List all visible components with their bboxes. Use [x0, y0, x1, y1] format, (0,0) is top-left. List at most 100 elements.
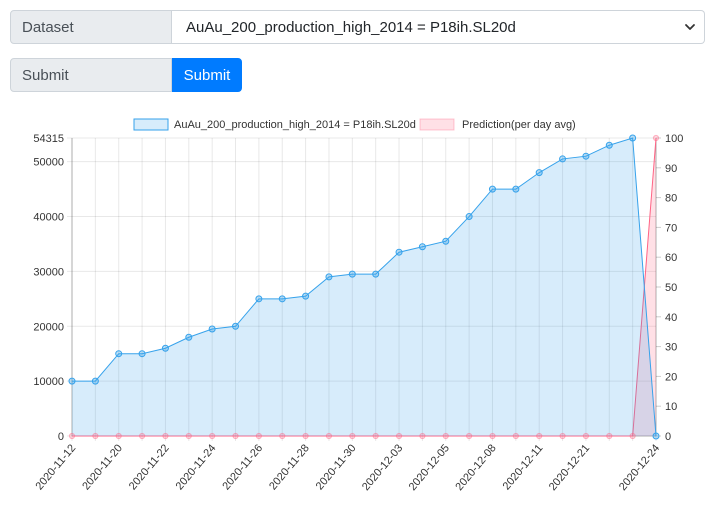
dataset-point — [372, 270, 380, 278]
left-axis-tick-label: 10000 — [33, 376, 64, 388]
dataset-point — [161, 344, 169, 352]
prediction-point — [582, 432, 590, 440]
prediction-point — [419, 432, 426, 440]
left-axis-tick-label: 50000 — [33, 157, 64, 169]
legend-label-series-1: AuAu_200_production_high_2014 = P18ih.SL… — [174, 119, 416, 131]
submit-row: Submit Submit — [10, 58, 242, 92]
right-axis-tick-label: 60 — [665, 252, 677, 264]
submit-button[interactable]: Submit — [172, 58, 242, 92]
dataset-point — [488, 185, 496, 193]
dataset-point — [395, 248, 403, 256]
x-axis-tick-label: 2020-11-12 — [33, 442, 78, 492]
legend-swatch-series-1 — [133, 118, 169, 131]
dataset-label: Dataset — [10, 10, 172, 44]
dataset-row: Dataset AuAu_200_production_high_2014 = … — [10, 10, 705, 44]
dataset-point — [465, 213, 473, 221]
x-axis-tick-label: 2020-11-26 — [220, 442, 265, 492]
prediction-point — [559, 432, 566, 440]
dataset-point — [652, 432, 660, 440]
prediction-point — [68, 432, 76, 440]
left-axis-tick-label: 30000 — [33, 266, 64, 278]
dataset-point — [68, 377, 76, 385]
dataset-point — [348, 270, 356, 278]
dataset-point — [325, 273, 333, 281]
dataset-point — [535, 169, 543, 177]
right-axis-tick-label: 90 — [665, 163, 677, 175]
x-axis-tick-label: 2020-11-20 — [80, 442, 125, 492]
prediction-point — [162, 432, 169, 440]
right-axis-tick-label: 100 — [665, 133, 683, 145]
prediction-point — [395, 432, 403, 440]
right-axis-tick-label: 80 — [665, 193, 677, 205]
prediction-point — [92, 432, 99, 440]
prediction-point — [606, 432, 613, 440]
prediction-point — [209, 432, 216, 440]
chart-legend: AuAu_200_production_high_2014 = P18ih.SL… — [133, 118, 576, 131]
legend-label-series-2: Prediction(per day avg) — [462, 119, 576, 131]
prediction-point — [185, 432, 192, 440]
right-axis-tick-label: 30 — [665, 342, 677, 354]
x-axis-tick-label: 2020-12-05 — [407, 442, 452, 493]
dataset-point — [629, 134, 637, 142]
dataset-point — [512, 185, 520, 193]
x-axis-tick-label: 2020-12-24 — [617, 442, 662, 493]
right-axis-tick-label: 40 — [665, 312, 677, 324]
dataset-point — [115, 350, 123, 358]
dataset-point — [582, 152, 590, 160]
chevron-down-icon — [685, 24, 695, 30]
prediction-point — [138, 432, 146, 440]
dataset-point — [185, 333, 193, 341]
prediction-point — [232, 432, 239, 440]
left-axis-tick-label: 0 — [58, 431, 64, 443]
prediction-point — [512, 432, 519, 440]
prediction-point — [115, 432, 122, 440]
dataset-point — [232, 322, 240, 330]
dataset-point — [138, 350, 146, 358]
x-axis-tick-label: 2020-12-08 — [453, 442, 498, 493]
prediction-point — [255, 432, 262, 440]
dataset-point — [418, 243, 426, 251]
x-axis-tick-label: 2020-12-21 — [547, 442, 592, 493]
dataset-point — [559, 155, 567, 163]
x-axis-tick-label: 2020-12-11 — [501, 442, 546, 492]
prediction-series-line — [72, 137, 657, 437]
dataset-select-value: AuAu_200_production_high_2014 = P18ih.SL… — [186, 18, 516, 36]
prediction-point — [279, 432, 286, 440]
dataset-point — [605, 141, 613, 149]
prediction-point — [325, 432, 333, 440]
dataset-point — [208, 325, 216, 333]
x-axis-tick-label: 2020-12-03 — [360, 442, 405, 493]
dataset-select[interactable]: AuAu_200_production_high_2014 = P18ih.SL… — [172, 10, 705, 44]
submit-label: Submit — [10, 58, 172, 92]
legend-swatch-series-2 — [419, 118, 455, 131]
prediction-point — [442, 432, 449, 440]
right-axis-tick-label: 0 — [665, 431, 671, 443]
x-axis-tick-label: 2020-11-24 — [174, 442, 219, 492]
right-axis-tick-label: 70 — [665, 222, 677, 234]
dataset-series-line — [72, 137, 657, 437]
dataset-chart: AuAu_200_production_high_2014 = P18ih.SL… — [33, 118, 683, 493]
prediction-point — [489, 432, 496, 440]
dataset-point — [442, 237, 450, 245]
prediction-point — [302, 432, 309, 440]
dataset-point — [91, 377, 99, 385]
dataset-series-area — [72, 138, 656, 436]
right-axis-tick-label: 50 — [665, 282, 677, 294]
dataset-point — [278, 295, 286, 303]
prediction-point — [652, 134, 660, 142]
prediction-point — [372, 432, 379, 440]
left-axis-tick-label: 40000 — [33, 212, 64, 224]
prediction-point — [349, 432, 356, 440]
left-axis-tick-label: 20000 — [33, 321, 64, 333]
prediction-point — [629, 432, 636, 440]
dataset-point — [302, 292, 310, 300]
x-axis-tick-label: 2020-11-28 — [267, 442, 312, 492]
prediction-point — [536, 432, 543, 440]
prediction-point — [466, 432, 473, 440]
left-axis-tick-label: 54315 — [33, 133, 64, 145]
x-axis-tick-label: 2020-11-22 — [127, 442, 172, 492]
dataset-point — [255, 295, 263, 303]
x-axis-tick-label: 2020-11-30 — [314, 442, 359, 492]
right-axis-tick-label: 20 — [665, 371, 677, 383]
right-axis-tick-label: 10 — [665, 401, 677, 413]
